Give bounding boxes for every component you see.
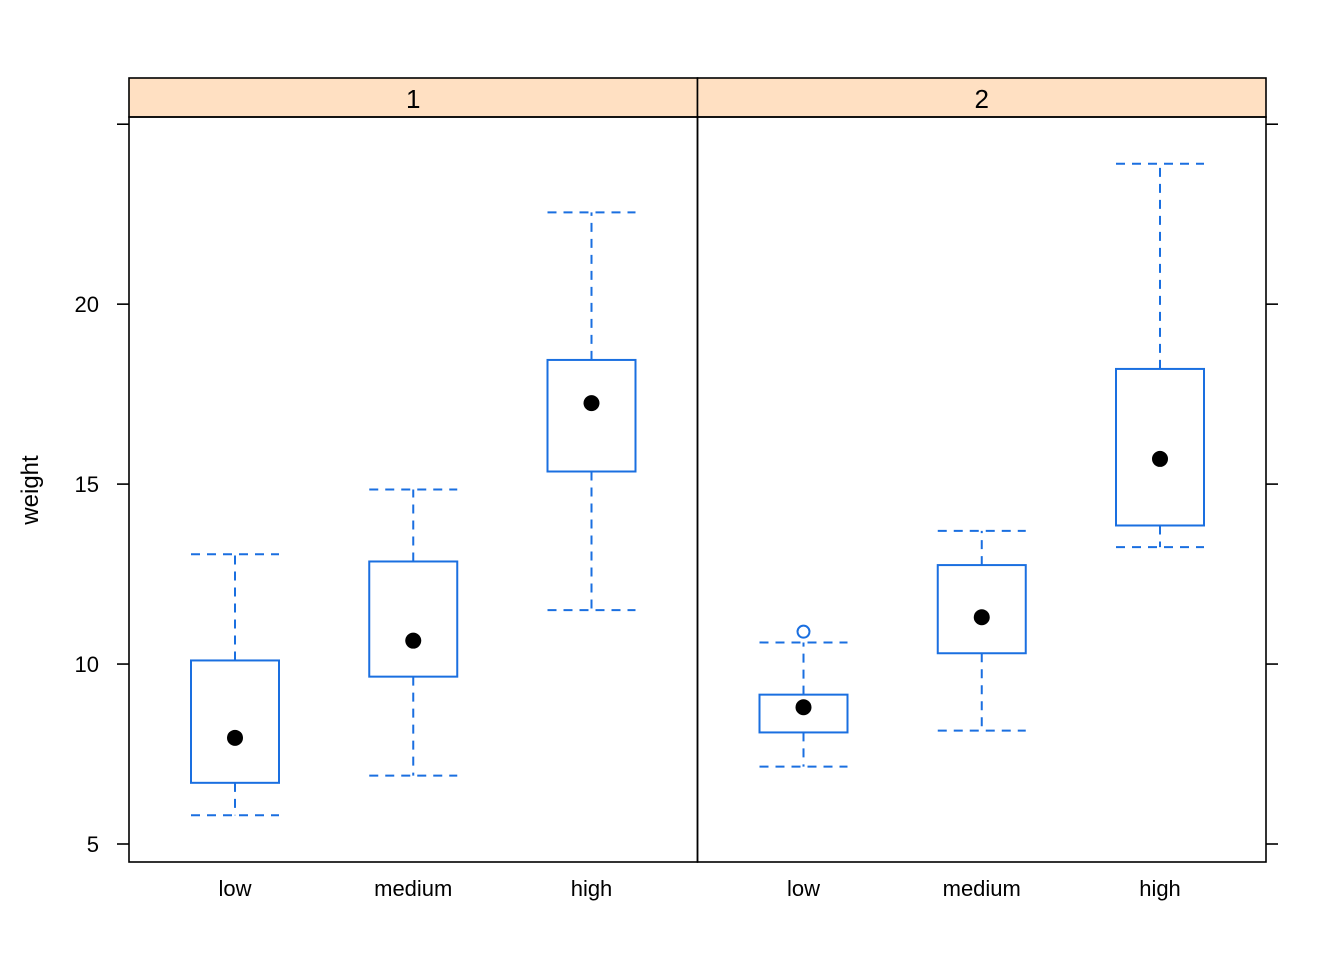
x-tick-label: low xyxy=(787,876,820,901)
median-dot xyxy=(405,632,422,649)
y-axis: 5 10 15 20 xyxy=(75,123,1278,857)
y-tick-label: 15 xyxy=(75,472,99,497)
x-tick-label: high xyxy=(571,876,613,901)
x-tick-label: medium xyxy=(943,876,1021,901)
panel-2: 2 low medium high xyxy=(696,77,1267,901)
y-tick-label: 10 xyxy=(75,652,99,677)
box-high: high xyxy=(546,211,637,901)
box-iqr xyxy=(368,560,459,678)
panel-strip xyxy=(128,77,699,118)
y-tick-label: 5 xyxy=(87,832,99,857)
box-iqr xyxy=(1115,367,1205,527)
box-high: high xyxy=(1115,162,1205,901)
x-tick-label: medium xyxy=(374,876,452,901)
median-dot xyxy=(973,609,990,626)
median-dot xyxy=(227,729,243,746)
box-iqr xyxy=(936,564,1027,655)
median-dot xyxy=(583,395,600,412)
panel-1: 1 low medium high xyxy=(128,77,699,901)
panel-strip-label: 1 xyxy=(406,84,420,114)
box-low: low xyxy=(190,553,280,901)
median-dot xyxy=(1152,450,1168,467)
box-medium: medium xyxy=(368,488,459,901)
box-medium: medium xyxy=(936,529,1027,901)
box-iqr xyxy=(190,659,280,784)
panels-layer: 1 low medium high 2 low medium high xyxy=(128,77,1267,901)
y-tick-label: 20 xyxy=(75,292,99,317)
x-tick-label: high xyxy=(1139,876,1181,901)
panel-frame xyxy=(696,116,1267,863)
panel-strip xyxy=(696,77,1267,118)
x-tick-label: low xyxy=(218,876,251,901)
outlier-point xyxy=(796,624,811,639)
box-low: low xyxy=(758,624,849,901)
median-dot xyxy=(795,699,812,716)
y-axis-label: weight xyxy=(17,455,44,526)
panel-strip-label: 2 xyxy=(975,84,989,114)
box-iqr xyxy=(546,358,637,473)
